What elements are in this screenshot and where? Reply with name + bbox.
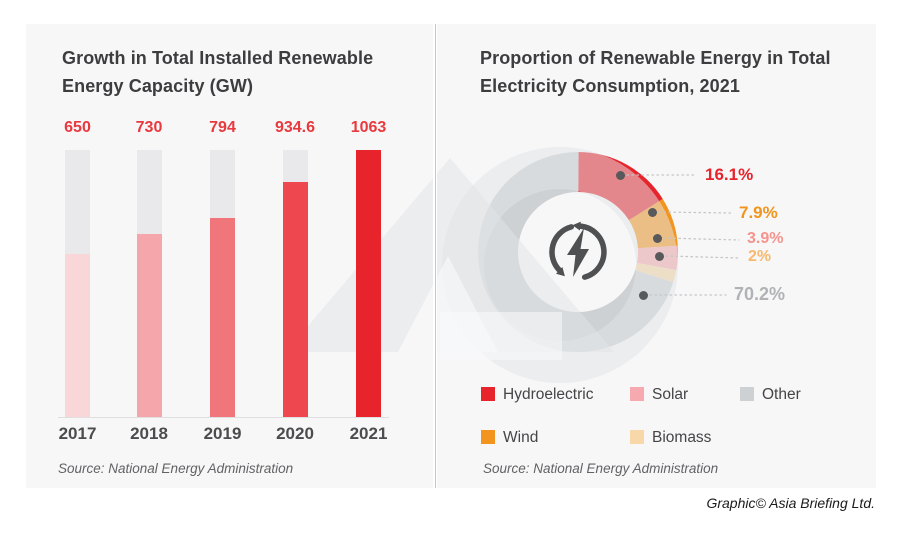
panel-divider: [435, 24, 436, 488]
bar-year-label: 2017: [58, 424, 97, 443]
bar-year-label: 2020: [276, 424, 314, 443]
callout-dot-other: [638, 290, 648, 300]
callout-dot-solar: [652, 233, 662, 243]
percent-label-biomass: 2%: [748, 248, 772, 265]
bar-chart-title: Growth in Total Installed Renewable Ener…: [62, 48, 374, 96]
bar-value-label: 650: [64, 119, 91, 136]
legend-swatch-wind: [481, 430, 495, 444]
percent-label-hydroelectric: 16.1%: [705, 164, 754, 184]
legend-swatch-other: [740, 387, 754, 401]
legend-swatch-hydroelectric: [481, 387, 495, 401]
lightning-bolt-icon: [567, 228, 589, 277]
bar-chart-source: Source: National Energy Administration: [58, 461, 294, 476]
bar-fill-2017: [65, 254, 90, 417]
percent-label-wind: 7.9%: [739, 202, 778, 222]
bar-fill-2020: [282, 182, 308, 417]
callout-dot-biomass: [654, 251, 664, 261]
legend-label-solar: Solar: [652, 386, 689, 403]
callout-dot-hydroelectric: [615, 170, 625, 180]
bar-fill-2019: [210, 218, 235, 417]
bar-fill-2018: [136, 234, 162, 417]
bar-year-label: 2018: [130, 424, 168, 443]
power-cycle-icon: [549, 221, 607, 280]
bar-year-label: 2021: [349, 424, 388, 443]
donut-chart-source: Source: National Energy Administration: [483, 461, 719, 476]
bar-value-label: 730: [135, 119, 163, 136]
bar-year-label: 2019: [203, 424, 242, 443]
legend-label-other: Other: [762, 386, 801, 403]
bar-value-label: 934.6: [274, 119, 316, 136]
legend-label-wind: Wind: [503, 429, 539, 446]
callout-dot-wind: [647, 207, 657, 217]
legend-label-biomass: Biomass: [652, 429, 712, 446]
legend-swatch-solar: [630, 387, 644, 401]
percent-label-other: 70.2%: [734, 284, 786, 304]
legend-label-hydroelectric: Hydroelectric: [503, 386, 594, 403]
legend-swatch-biomass: [630, 430, 644, 444]
bar-fill-2021: [356, 150, 381, 417]
percent-label-solar: 3.9%: [747, 230, 784, 247]
x-axis-line: [58, 417, 389, 418]
donut-chart-title: Proportion of Renewable Energy in Total …: [480, 48, 831, 96]
bar-value-label: 794: [209, 119, 236, 136]
graphic-credit: Graphic© Asia Briefing Ltd.: [706, 495, 875, 511]
bar-value-label: 1063: [350, 119, 387, 136]
